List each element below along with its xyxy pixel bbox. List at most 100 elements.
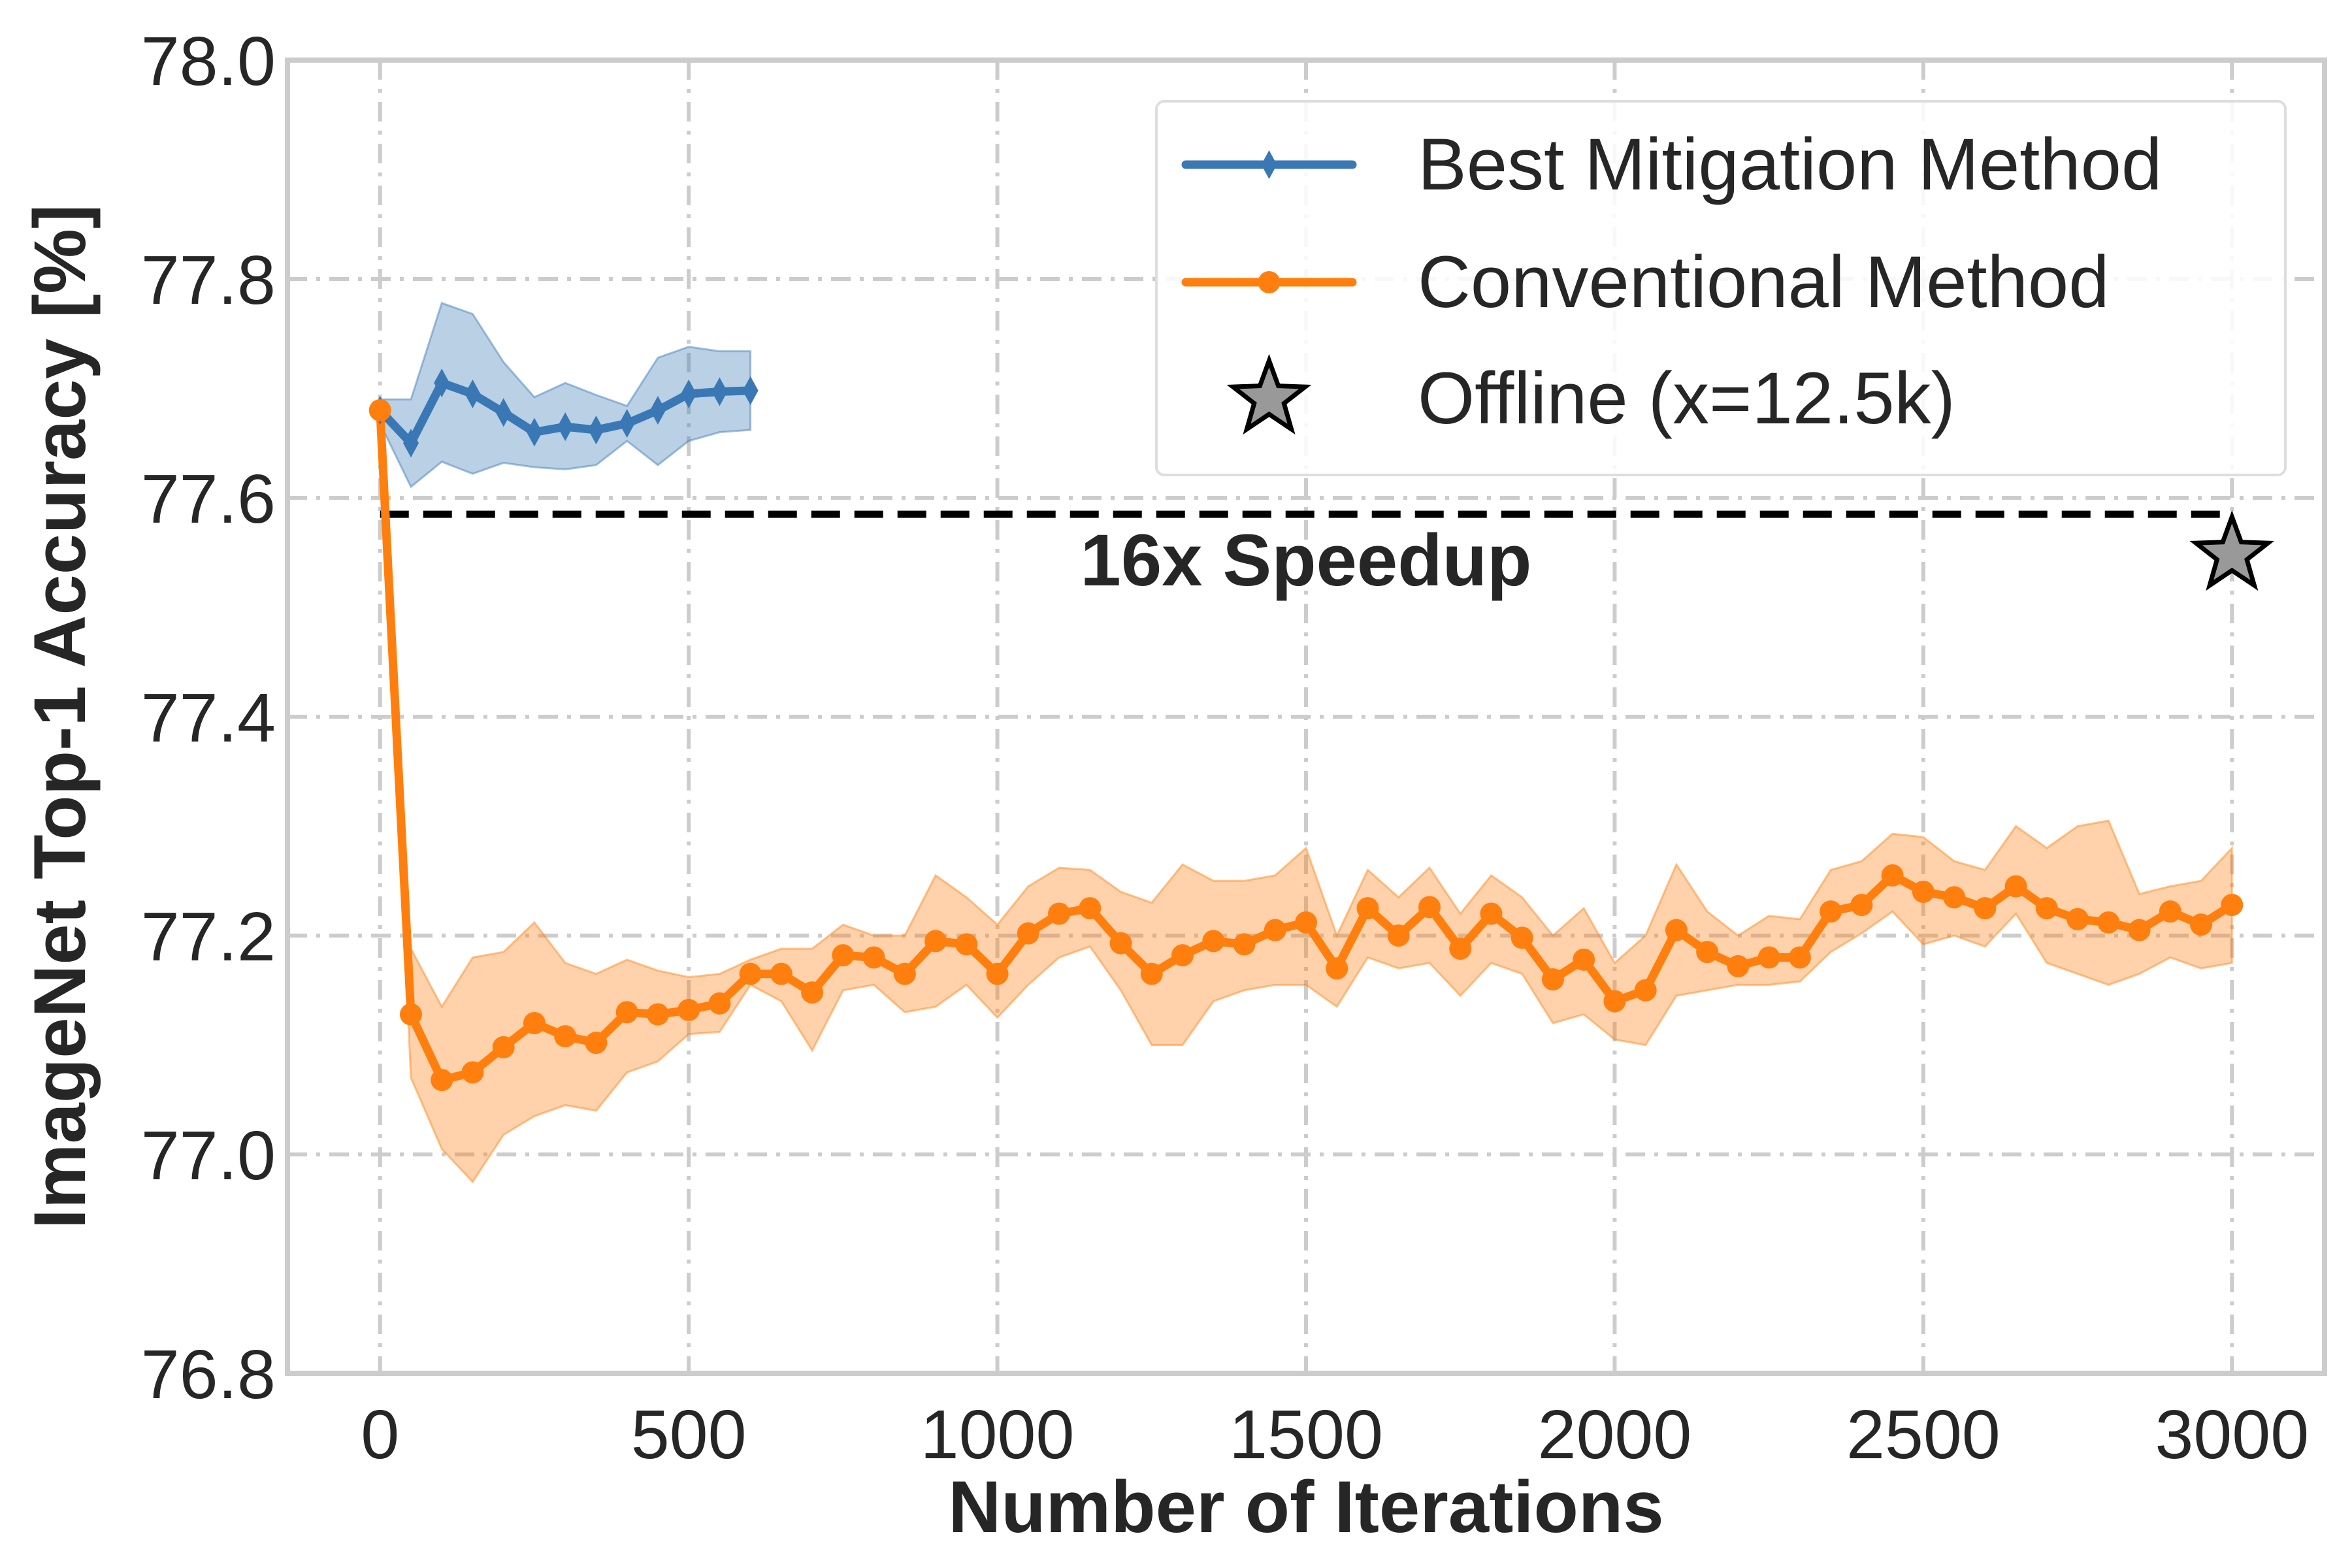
series-markers: [368, 368, 2275, 1092]
plot-frame: [285, 57, 2327, 1376]
data-point: [770, 962, 792, 985]
x-tick-label: 0: [361, 1396, 399, 1473]
confidence-band: [379, 404, 2233, 1184]
x-axis-title: Number of Iterations: [948, 1466, 1663, 1548]
data-point: [1757, 946, 1780, 969]
data-point: [1788, 946, 1811, 969]
data-point: [1017, 922, 1039, 945]
data-point: [711, 377, 728, 406]
data-point: [862, 946, 885, 969]
data-point: [2066, 907, 2089, 930]
data-point: [1326, 957, 1348, 980]
y-tick-label: 77.0: [141, 1117, 276, 1194]
data-point: [2190, 913, 2213, 936]
data-point: [526, 417, 542, 447]
y-tick-label: 77.8: [141, 242, 276, 319]
x-tick-label: 2500: [1846, 1396, 2001, 1473]
legend-label: Conventional Method: [1418, 241, 2109, 323]
data-point: [431, 1069, 453, 1092]
x-tick-labels: 0 500 1000 1500 2000 2500 3000: [361, 1396, 2309, 1473]
annotations: 16x Speedup: [380, 510, 2232, 601]
data-point: [801, 981, 824, 1004]
data-point: [1974, 897, 1997, 920]
y-tick-label: 77.2: [141, 898, 276, 975]
data-point: [585, 1032, 608, 1054]
data-point: [1820, 900, 1842, 923]
data-point: [742, 376, 759, 405]
data-point: [402, 429, 419, 458]
data-point: [2159, 900, 2181, 923]
data-point: [739, 962, 762, 985]
data-point: [1573, 948, 1595, 971]
y-axis-title: ImageNet Top-1 Accuracy [%]: [19, 204, 101, 1229]
legend-star-marker: [1226, 353, 1312, 435]
legend-entries: Best Mitigation Method Conventional Metho…: [1181, 123, 2162, 439]
data-point: [1850, 894, 1873, 917]
legend-swatch-marker: [1258, 271, 1281, 293]
data-point: [1665, 919, 1688, 941]
data-point: [1202, 930, 1225, 953]
data-point: [2035, 897, 2058, 920]
legend-box: [1155, 100, 2287, 476]
data-point: [523, 1012, 546, 1034]
data-point: [2097, 911, 2120, 934]
data-point: [955, 933, 978, 956]
data-point: [1140, 962, 1163, 985]
data-point: [434, 368, 450, 398]
data-point: [615, 1001, 638, 1024]
x-tick-label: 1500: [1229, 1396, 1383, 1473]
data-point: [924, 930, 947, 953]
y-tick-label: 78.0: [141, 23, 276, 100]
data-point: [1418, 896, 1441, 919]
confidence-bands: [379, 301, 2233, 1184]
data-point: [1881, 864, 1904, 887]
data-point: [1541, 968, 1564, 990]
data-point: [1356, 897, 1379, 920]
data-point: [1264, 919, 1286, 941]
data-point: [1449, 938, 1472, 960]
y-tick-label: 77.4: [141, 679, 276, 757]
offline-star-marker: [2189, 510, 2275, 591]
data-point: [678, 998, 700, 1021]
data-point: [2221, 894, 2244, 917]
data-point: [893, 962, 916, 985]
data-point: [1912, 881, 1935, 903]
confidence-band: [379, 301, 752, 489]
data-point: [1387, 924, 1410, 947]
data-point: [588, 416, 604, 445]
x-tick-label: 500: [631, 1396, 747, 1473]
x-tick-label: 2000: [1538, 1396, 1692, 1473]
data-point: [1233, 933, 1256, 956]
data-point: [646, 1003, 669, 1026]
data-point: [399, 1003, 422, 1026]
data-point: [1603, 990, 1626, 1013]
data-point: [465, 379, 481, 408]
legend: Best Mitigation Method Conventional Metho…: [1155, 100, 2287, 476]
data-point: [619, 409, 635, 438]
data-point: [649, 396, 666, 425]
data-point: [554, 1025, 577, 1048]
x-tick-label: 3000: [2155, 1396, 2309, 1473]
data-point: [1048, 902, 1071, 925]
data-point: [461, 1061, 484, 1084]
legend-label: Best Mitigation Method: [1418, 123, 2162, 205]
data-point: [681, 379, 697, 408]
data-point: [1943, 886, 1966, 909]
data-point: [2128, 919, 2151, 941]
data-point: [1109, 932, 1132, 955]
data-point: [832, 944, 855, 967]
data-point: [368, 399, 391, 421]
data-point: [708, 992, 731, 1015]
data-point: [1171, 944, 1194, 967]
data-point: [1634, 979, 1657, 1002]
data-point: [495, 398, 512, 427]
data-point: [492, 1036, 515, 1058]
y-tick-labels: 76.8 77.0 77.2 77.4 77.6 77.8 78.0: [141, 23, 276, 1413]
y-tick-label: 77.6: [141, 461, 276, 538]
y-tick-label: 76.8: [141, 1336, 276, 1413]
legend-label: Offline (x=12.5k): [1418, 357, 1955, 439]
legend-swatch-marker: [1261, 150, 1277, 179]
data-point: [2004, 875, 2027, 898]
data-point: [986, 962, 1009, 985]
